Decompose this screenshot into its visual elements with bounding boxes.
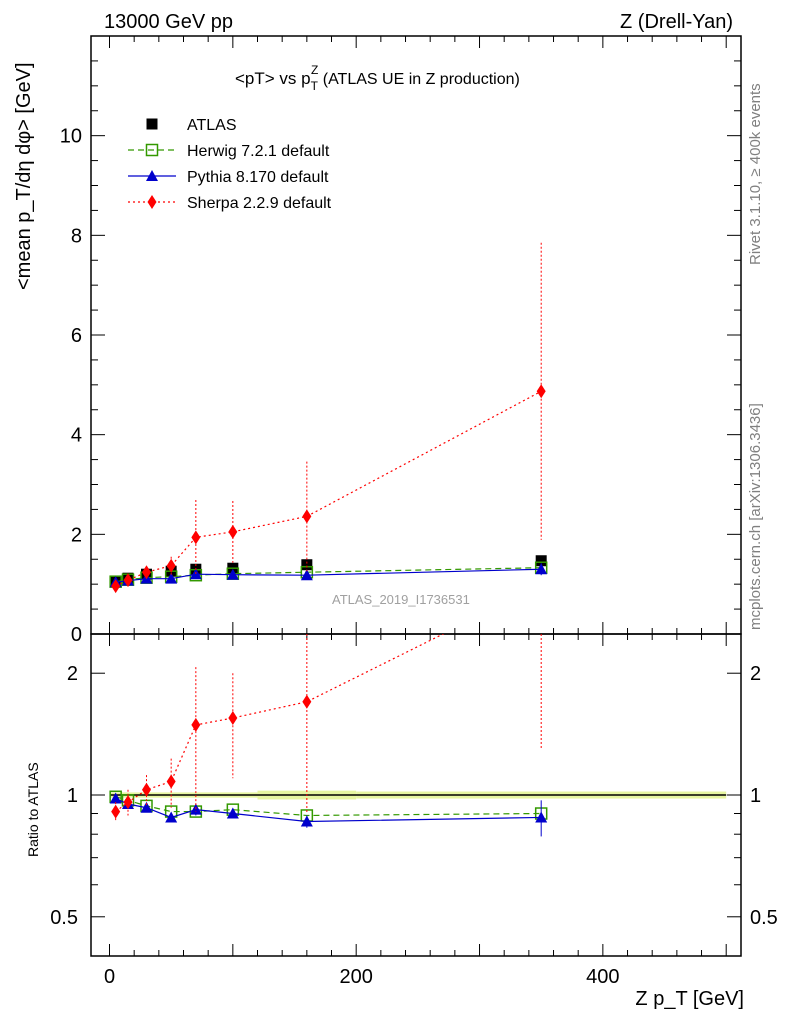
ratio-tick-label-right: 0.5 — [750, 907, 778, 929]
y-tick-label: 4 — [71, 425, 82, 447]
pythia-point — [300, 569, 313, 581]
reference-label: ATLAS_2019_I1736531 — [332, 592, 470, 607]
sherpa-ratio-point — [191, 717, 201, 732]
sherpa-point — [536, 384, 546, 399]
y-axis-label: <mean p_T/dη dφ> [GeV] — [13, 62, 35, 290]
data-series — [109, 242, 548, 594]
mcplots-label: mcplots.cern.ch [arXiv:1306.3436] — [747, 403, 764, 630]
sherpa-ratio-point — [166, 774, 176, 789]
pythia-ratio-point — [109, 792, 122, 804]
legend-marker-atlas — [146, 118, 158, 130]
x-axis-label: Z p_T [GeV] — [635, 988, 744, 1010]
sherpa-point — [302, 509, 312, 524]
y-tick-label: 8 — [71, 225, 82, 247]
sherpa-point — [228, 524, 238, 539]
plot-title: <pT> vs pTZ (ATLAS UE in Z production) — [235, 63, 520, 93]
x-tick-label: 200 — [339, 966, 372, 988]
atlas-point — [301, 559, 313, 571]
sherpa-point — [142, 565, 152, 580]
x-tick-label: 400 — [586, 966, 619, 988]
legend-label-herwig: Herwig 7.2.1 default — [187, 143, 330, 160]
sherpa-ratio-point — [302, 694, 312, 709]
sherpa-line — [115, 390, 542, 587]
pythia-ratio-point — [300, 815, 313, 827]
legend-label-sherpa: Sherpa 2.2.9 default — [187, 195, 332, 212]
sherpa-ratio-line — [115, 634, 445, 813]
sherpa-ratio-point — [228, 710, 238, 725]
pythia-ratio-point — [165, 811, 178, 823]
pythia-ratio-point — [535, 811, 548, 823]
ratio-series-group — [109, 578, 548, 837]
pythia-point — [535, 563, 548, 575]
legend-marker-pythia — [146, 170, 158, 181]
y-tick-label: 0 — [71, 624, 82, 646]
sherpa-ratio-point — [123, 795, 133, 810]
ratio-tick-label: 0.5 — [50, 907, 78, 929]
pythia-ratio-point — [226, 807, 239, 819]
ratio-tick-label-right: 2 — [750, 663, 761, 685]
header-right: Z (Drell-Yan) — [620, 11, 733, 33]
pythia-point — [226, 568, 239, 580]
legend-label-pythia: Pythia 8.170 default — [187, 169, 329, 186]
y-tick-label: 6 — [71, 325, 82, 347]
sherpa-point — [111, 579, 121, 594]
legend-marker-sherpa — [147, 195, 157, 209]
axis-ticks: 0 200 400 0 2 4 6 8 10 0.5 0.5 1 1 2 2 — [50, 35, 778, 988]
ratio-tick-label-right: 1 — [750, 785, 761, 807]
herwig-ratio-line — [115, 796, 542, 817]
ratio-tick-label: 2 — [67, 663, 78, 685]
atlas-point — [535, 555, 547, 567]
y-tick-label: 10 — [60, 126, 82, 148]
legend: ATLAS Herwig 7.2.1 default Pythia 8.170 de… — [128, 117, 332, 212]
x-tick-label: 0 — [104, 966, 115, 988]
sherpa-point — [123, 573, 133, 588]
legend-marker-herwig — [145, 143, 159, 157]
ratio-tick-label: 1 — [67, 785, 78, 807]
pythia-ratio-point — [140, 801, 153, 813]
rivet-label: Rivet 3.1.10, ≥ 400k events — [747, 83, 764, 265]
y-tick-label: 2 — [71, 524, 82, 546]
header-left: 13000 GeV pp — [104, 11, 233, 33]
pythia-point — [165, 572, 178, 584]
sherpa-ratio-point — [111, 804, 121, 819]
sherpa-ratio-point — [142, 782, 152, 797]
ratio-y-axis-label: Ratio to ATLAS — [25, 762, 41, 857]
ratio-uncertainty-band — [109, 790, 727, 800]
sherpa-point — [191, 530, 201, 545]
sherpa-point — [166, 558, 176, 573]
ratio-series — [109, 578, 548, 837]
legend-label-atlas: ATLAS — [187, 117, 237, 134]
sherpa-ratio-point — [537, 578, 546, 592]
pythia-ratio-line — [115, 798, 542, 823]
